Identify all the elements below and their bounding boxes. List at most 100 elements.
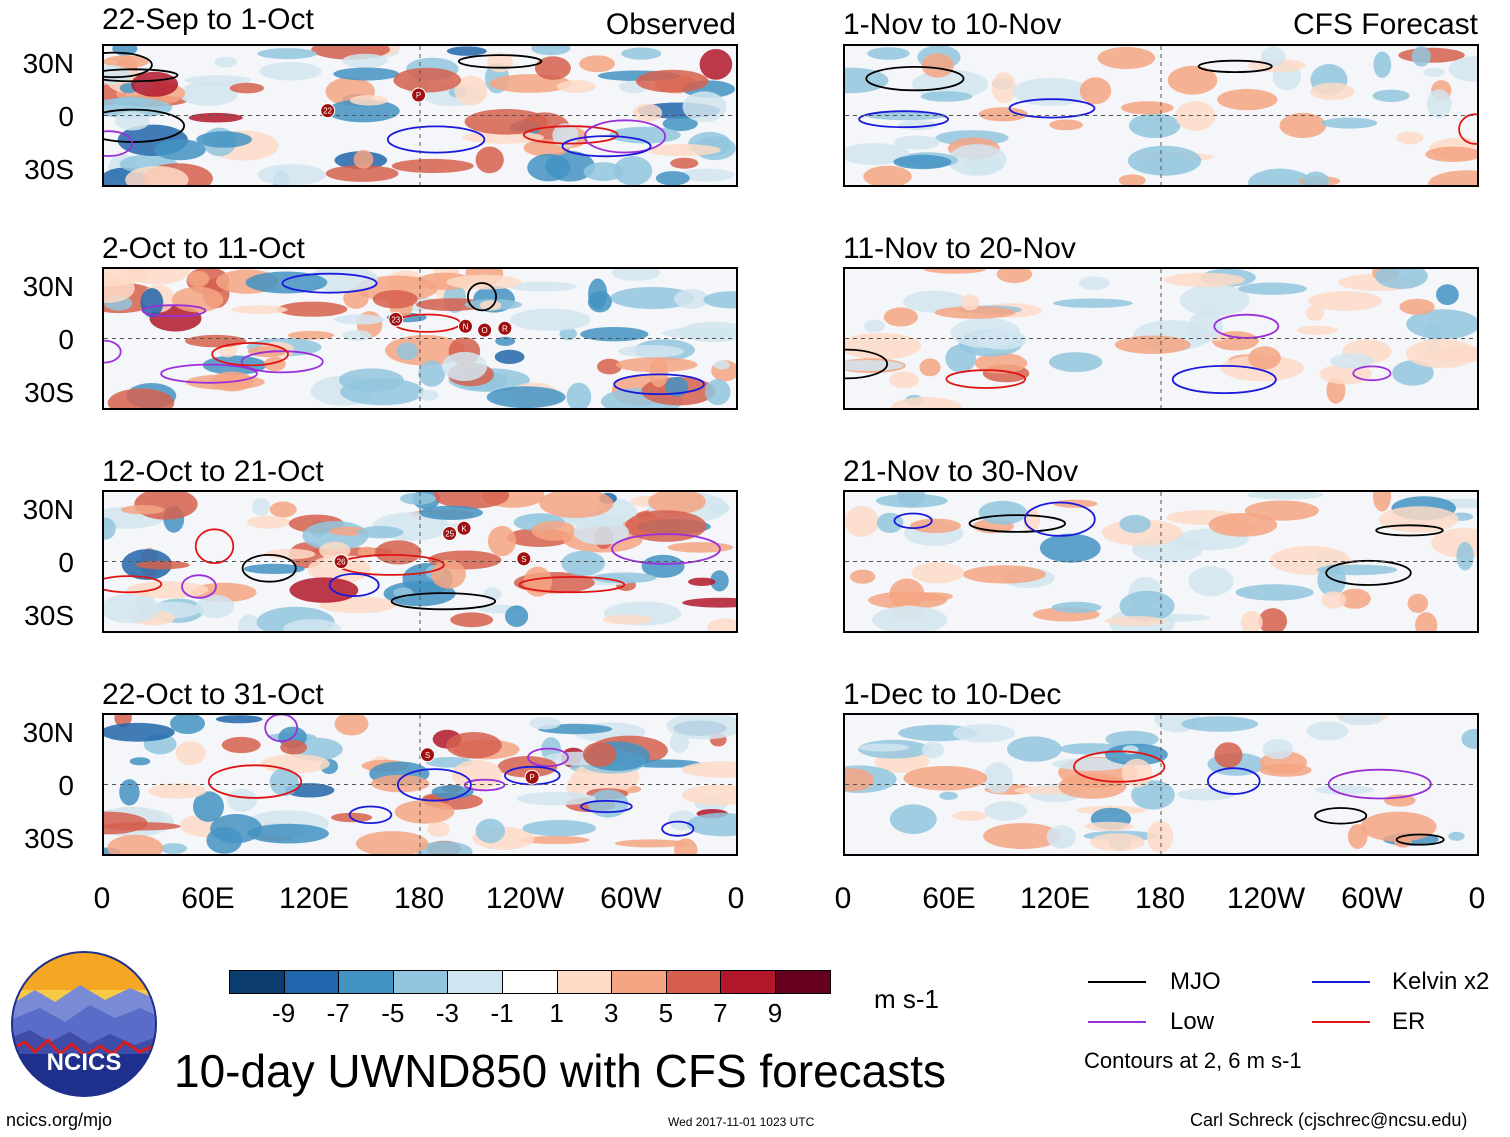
- forecast-label: CFS Forecast: [1292, 8, 1478, 41]
- wind-anomaly-blob: [446, 732, 502, 759]
- wind-anomaly-blob: [154, 139, 206, 161]
- storm-marker-label: N: [463, 322, 469, 331]
- wind-anomaly-blob: [215, 715, 263, 724]
- wind-anomaly-blob: [334, 715, 369, 736]
- storm-marker-label: P: [529, 773, 534, 782]
- wind-anomaly-blob: [175, 741, 206, 766]
- storm-marker: [497, 320, 513, 336]
- storm-marker-label: K: [461, 524, 467, 533]
- wave-contour: [1073, 750, 1166, 783]
- map-forecast-2: [843, 267, 1479, 410]
- legend-mjo-line: [1088, 981, 1146, 983]
- wind-anomaly-blob: [247, 823, 329, 844]
- wind-anomaly-blob: [185, 334, 247, 348]
- wind-anomaly-blob: [486, 386, 566, 408]
- wind-anomaly-blob: [349, 95, 389, 106]
- wind-anomaly-blob: [1373, 51, 1392, 78]
- wind-anomaly-blob: [418, 389, 439, 401]
- wind-anomaly-blob: [1306, 721, 1349, 741]
- colorbar-tick: 1: [549, 998, 564, 1028]
- wind-anomaly-blob: [531, 46, 571, 56]
- wind-anomaly-blob: [662, 116, 698, 132]
- wind-anomaly-blob: [583, 162, 624, 181]
- wind-anomaly-blob: [475, 146, 504, 174]
- wind-anomaly-blob: [1426, 89, 1452, 119]
- wind-anomaly-blob: [1167, 65, 1218, 95]
- wind-anomaly-blob: [1315, 785, 1374, 795]
- wind-anomaly-blob: [1428, 170, 1477, 185]
- map-observed-3: K 26 25 S: [102, 490, 738, 633]
- wind-anomaly-blob: [433, 492, 510, 509]
- wind-anomaly-blob: [1053, 298, 1133, 308]
- lon-left-0: 0: [93, 882, 111, 915]
- wind-anomaly-blob: [1436, 284, 1459, 305]
- wind-anomaly-blob: [1248, 168, 1312, 185]
- wave-contour: [858, 110, 949, 129]
- wind-anomaly-blob: [393, 67, 462, 93]
- colorbar-units: m s-1: [874, 984, 939, 1014]
- storm-marker-label: 26: [337, 558, 346, 567]
- wind-anomaly-blob: [1147, 820, 1174, 853]
- wind-anomaly-blob: [977, 330, 1027, 350]
- colorbar-tick: 9: [767, 998, 783, 1028]
- contours-note: Contours at 2, 6 m s-1: [1084, 1048, 1302, 1073]
- wind-anomaly-blob: [681, 761, 736, 778]
- wind-anomaly-blob: [1175, 101, 1216, 131]
- wind-anomaly-blob: [107, 388, 175, 408]
- wind-anomaly-blob: [645, 144, 721, 157]
- map-canvas: K 26 25 S: [104, 492, 736, 631]
- wave-contour: [1458, 113, 1477, 145]
- wind-anomaly-blob: [889, 804, 937, 834]
- wave-contour: [104, 339, 122, 364]
- wind-anomaly-blob: [400, 492, 436, 505]
- wind-anomaly-blob: [527, 153, 571, 182]
- lon-right-60e: 60E: [922, 882, 976, 915]
- wind-anomaly-blob: [259, 62, 322, 81]
- wind-anomaly-blob: [529, 717, 561, 730]
- lon-right-60w: 60W: [1341, 882, 1403, 915]
- lon-right-120e: 120E: [1019, 882, 1091, 915]
- storm-marker-label: R: [502, 324, 508, 333]
- wave-contour: [1352, 365, 1392, 382]
- wind-anomaly-blob: [587, 291, 612, 313]
- wind-anomaly-blob: [475, 818, 505, 844]
- wind-anomaly-blob: [396, 342, 419, 361]
- wind-anomaly-blob: [539, 492, 614, 518]
- wind-anomaly-blob: [1415, 612, 1438, 631]
- lat-30s-row3: 30S: [24, 600, 74, 631]
- wind-anomaly-blob: [238, 614, 261, 631]
- wind-anomaly-blob: [883, 307, 918, 327]
- wind-anomaly-blob: [947, 144, 1007, 176]
- wind-anomaly-blob: [945, 344, 976, 373]
- wind-anomaly-blob: [1305, 305, 1325, 321]
- wind-anomaly-blob: [104, 811, 148, 835]
- map-observed-2: 23 R N O: [102, 267, 738, 410]
- wind-anomaly-blob: [170, 715, 205, 734]
- footer-url[interactable]: ncics.org/mjo: [6, 1110, 113, 1130]
- panel-title-obs-2: 2-Oct to 11-Oct: [102, 232, 305, 265]
- wind-anomaly-blob: [119, 779, 140, 806]
- wind-anomaly-blob: [334, 314, 385, 325]
- wave-contour: [613, 373, 705, 396]
- map-canvas: PS: [104, 715, 736, 854]
- wind-anomaly-blob: [372, 290, 418, 309]
- panel-title-fc-1: 1-Nov to 10-Nov: [843, 8, 1062, 41]
- wave-contour: [181, 574, 217, 599]
- wind-anomaly-blob: [1105, 730, 1159, 748]
- lon-right-180: 180: [1134, 882, 1186, 915]
- wind-anomaly-blob: [1372, 89, 1410, 102]
- footer-timestamp: Wed 2017-11-01 1023 UTC: [668, 1115, 815, 1129]
- wind-anomaly-blob: [193, 791, 224, 822]
- wind-anomaly-blob: [442, 351, 488, 382]
- colorbar-swatch: [502, 970, 558, 994]
- wind-anomaly-blob: [1258, 608, 1288, 631]
- wave-contour: [893, 512, 933, 530]
- wave-contour: [561, 135, 652, 158]
- wind-anomaly-blob: [195, 594, 235, 619]
- wind-anomaly-blob: [891, 397, 962, 408]
- wind-anomaly-blob: [641, 554, 685, 578]
- wind-anomaly-blob: [227, 788, 257, 812]
- wind-anomaly-blob: [126, 581, 209, 599]
- wind-anomaly-blob: [934, 306, 1016, 319]
